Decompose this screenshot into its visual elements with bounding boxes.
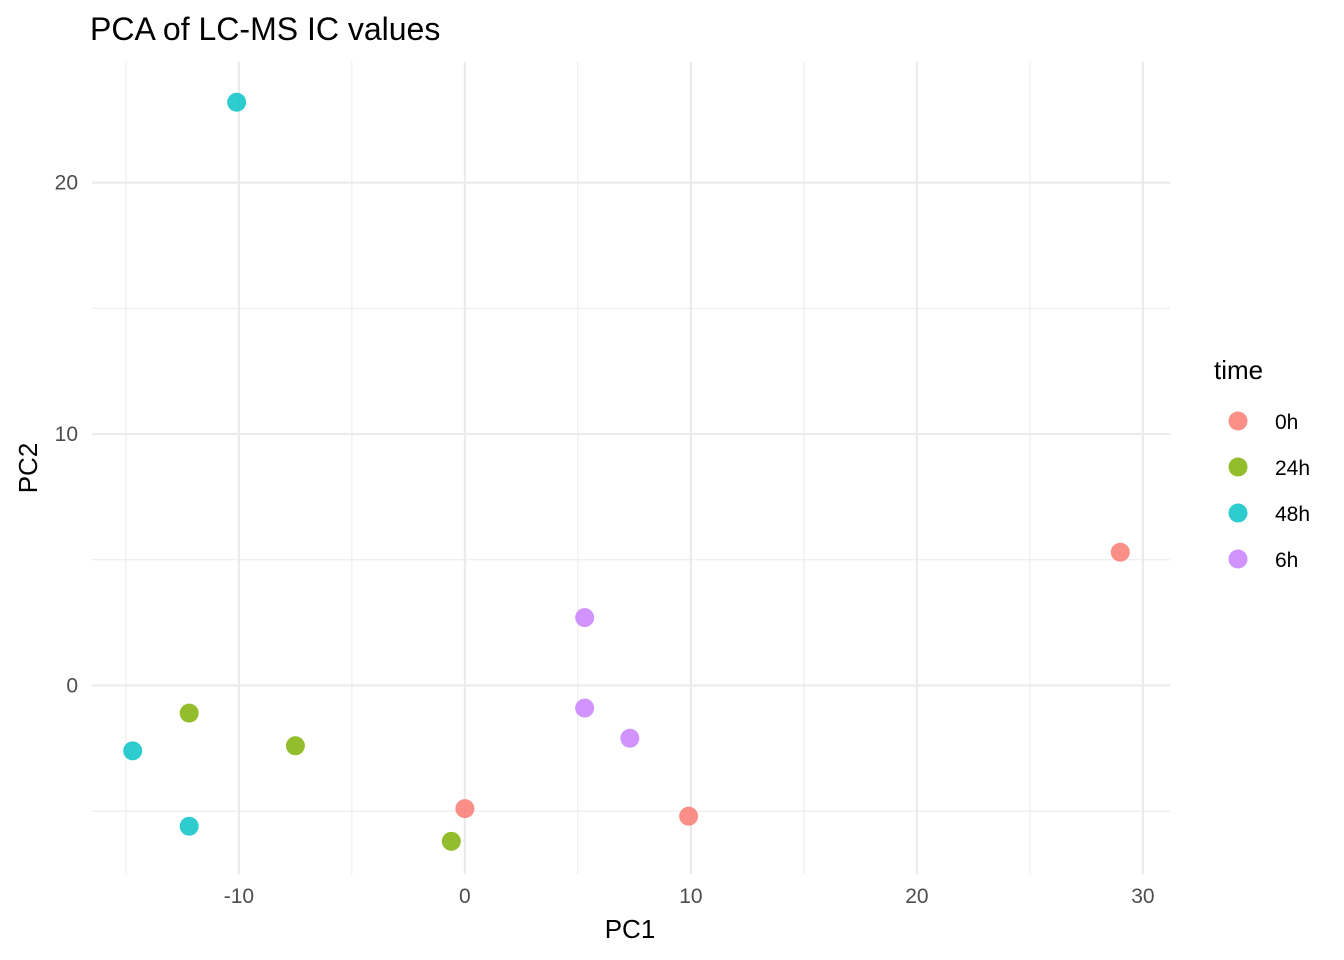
data-point-0h	[455, 799, 475, 819]
y-tick-label: 0	[66, 674, 78, 697]
data-point-24h	[285, 736, 305, 756]
legend-label-6h: 6h	[1275, 549, 1298, 572]
legend-label-0h: 0h	[1275, 411, 1298, 434]
y-tick-label: 10	[55, 423, 78, 446]
data-point-0h	[1110, 542, 1130, 562]
data-point-24h	[441, 831, 461, 851]
grid-lines	[92, 62, 1170, 874]
x-tick-label: 20	[905, 885, 928, 908]
data-point-0h	[679, 806, 699, 826]
x-tick-label: 10	[679, 885, 702, 908]
y-axis-title: PC2	[13, 443, 43, 494]
x-axis-title: PC1	[605, 914, 656, 944]
legend-title: time	[1214, 355, 1263, 385]
legend: time 0h 24h 48h 6h	[1214, 355, 1310, 572]
legend-key-0h	[1228, 411, 1248, 431]
legend-key-24h	[1228, 457, 1248, 477]
x-tick-label: -10	[224, 885, 254, 908]
x-axis-ticks: -10 0 10 20 30	[224, 885, 1155, 908]
legend-key-6h	[1228, 549, 1248, 569]
data-points	[123, 92, 1130, 851]
legend-items: 0h 24h 48h 6h	[1228, 411, 1310, 572]
chart-title: PCA of LC-MS IC values	[90, 11, 440, 47]
data-point-24h	[179, 703, 199, 723]
data-point-6h	[620, 728, 640, 748]
legend-key-48h	[1228, 503, 1248, 523]
y-tick-label: 20	[55, 172, 78, 195]
data-point-48h	[123, 741, 143, 761]
x-tick-label: 30	[1131, 885, 1154, 908]
legend-label-48h: 48h	[1275, 503, 1310, 526]
x-tick-label: 0	[459, 885, 471, 908]
y-axis-ticks: 0 10 20	[55, 172, 78, 698]
data-point-48h	[179, 816, 199, 836]
legend-label-24h: 24h	[1275, 457, 1310, 480]
data-point-6h	[575, 608, 595, 628]
data-point-6h	[575, 698, 595, 718]
data-point-48h	[227, 92, 247, 112]
